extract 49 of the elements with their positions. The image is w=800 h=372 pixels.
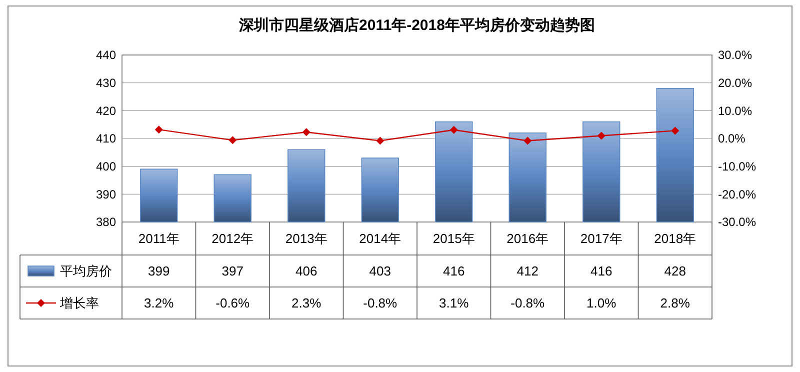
y2-tick-label: 30.0% <box>718 48 752 62</box>
y2-tick-label: -20.0% <box>718 187 756 202</box>
x-tick-label: 2015年 <box>432 231 475 246</box>
y-tick-label: 380 <box>96 215 116 230</box>
point <box>376 136 384 145</box>
point <box>154 126 163 134</box>
y2-tick-label: 0.0% <box>718 132 746 146</box>
point <box>450 126 458 134</box>
point <box>671 126 680 135</box>
data-label: 3.2% <box>144 296 174 311</box>
x-tick-label: 2012年 <box>212 231 254 246</box>
point <box>524 136 532 145</box>
point <box>228 136 237 144</box>
legend-label: 增长率 <box>59 296 99 311</box>
data-label: 428 <box>664 264 686 279</box>
data-label: -0.6% <box>216 296 250 311</box>
y2-tick-label: 20.0% <box>718 76 752 90</box>
data-label: 416 <box>443 264 465 279</box>
x-tick-label: 2018年 <box>654 231 696 246</box>
data-label: -0.8% <box>510 296 546 311</box>
data-label: 1.0% <box>586 296 617 311</box>
y-tick-label: 390 <box>96 187 116 202</box>
data-label: 412 <box>516 264 538 279</box>
y-tick-label: 400 <box>96 160 116 174</box>
chart-title: 深圳市四星级酒店2011年-2018年平均房价变动趋势图 <box>238 16 595 34</box>
data-label: -0.8% <box>363 296 398 311</box>
data-label: 3.1% <box>439 296 470 311</box>
legend-label: 平均房价 <box>60 264 112 279</box>
y-tick-label: 420 <box>96 104 116 118</box>
data-label: 2.3% <box>292 296 322 311</box>
data-label: 2.8% <box>660 296 690 311</box>
point <box>597 132 606 140</box>
data-label: 399 <box>148 264 170 279</box>
y-tick-label: 430 <box>96 76 116 90</box>
data-label: 416 <box>590 264 612 279</box>
x-tick-label: 2017年 <box>580 231 622 246</box>
y-tick-label: 410 <box>96 132 116 146</box>
x-tick-label: 2011年 <box>138 231 180 246</box>
y2-tick-label: -10.0% <box>718 160 756 174</box>
y-tick-label: 440 <box>96 48 116 62</box>
point <box>302 128 310 136</box>
data-label: 397 <box>222 264 244 279</box>
x-tick-label: 2016年 <box>506 231 549 246</box>
x-tick-label: 2013年 <box>285 231 328 246</box>
data-label: 406 <box>296 264 318 279</box>
y2-tick-label: -30.0% <box>718 215 756 230</box>
data-label: 403 <box>369 264 391 279</box>
y2-tick-label: 10.0% <box>718 104 752 118</box>
x-tick-label: 2014年 <box>359 231 402 246</box>
